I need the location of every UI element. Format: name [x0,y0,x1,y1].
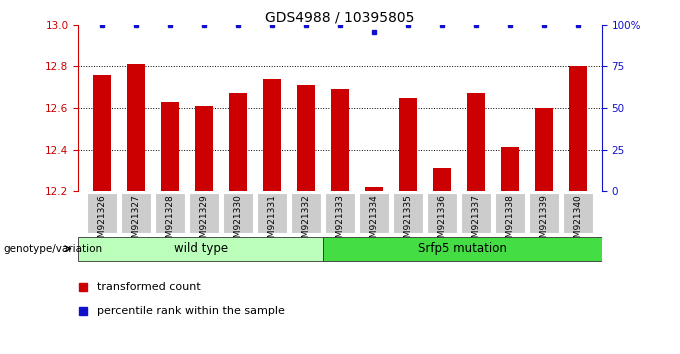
Text: wild type: wild type [173,242,228,255]
Bar [364,187,384,191]
Text: GSM921337: GSM921337 [471,195,481,250]
FancyBboxPatch shape [529,193,559,233]
Bar [194,106,214,191]
FancyBboxPatch shape [189,193,219,233]
Text: GDS4988 / 10395805: GDS4988 / 10395805 [265,11,415,25]
Bar [330,89,350,191]
Bar [398,98,418,191]
FancyBboxPatch shape [461,193,491,233]
Text: GSM921327: GSM921327 [131,195,141,249]
Bar [228,93,248,191]
FancyBboxPatch shape [155,193,185,233]
Text: GSM921340: GSM921340 [573,195,583,249]
Text: GSM921333: GSM921333 [335,195,345,250]
Bar [568,66,588,191]
FancyBboxPatch shape [563,193,593,233]
Text: GSM921339: GSM921339 [539,195,549,250]
FancyBboxPatch shape [359,193,389,233]
Text: GSM921328: GSM921328 [165,195,175,249]
Bar [432,168,452,191]
FancyBboxPatch shape [291,193,321,233]
Text: GSM921329: GSM921329 [199,195,209,249]
Text: percentile rank within the sample: percentile rank within the sample [97,306,284,316]
Bar [126,64,146,191]
Text: transformed count: transformed count [97,282,201,292]
Bar [160,102,180,191]
FancyBboxPatch shape [121,193,151,233]
Text: GSM921336: GSM921336 [437,195,447,250]
FancyBboxPatch shape [78,237,323,261]
Text: Srfp5 mutation: Srfp5 mutation [418,242,507,255]
Text: GSM921335: GSM921335 [403,195,413,250]
FancyBboxPatch shape [223,193,253,233]
Bar [262,79,282,191]
FancyBboxPatch shape [323,237,602,261]
Text: GSM921332: GSM921332 [301,195,311,249]
FancyBboxPatch shape [257,193,287,233]
Bar [466,93,486,191]
Bar [534,108,554,191]
Bar [296,85,316,191]
Text: GSM921331: GSM921331 [267,195,277,250]
FancyBboxPatch shape [393,193,423,233]
Text: GSM921330: GSM921330 [233,195,243,250]
Text: GSM921338: GSM921338 [505,195,515,250]
FancyBboxPatch shape [495,193,525,233]
Text: GSM921334: GSM921334 [369,195,379,249]
FancyBboxPatch shape [325,193,355,233]
FancyBboxPatch shape [427,193,457,233]
Bar [92,75,112,191]
Bar [500,148,520,191]
Text: genotype/variation: genotype/variation [3,244,103,254]
FancyBboxPatch shape [87,193,117,233]
Text: GSM921326: GSM921326 [97,195,107,249]
